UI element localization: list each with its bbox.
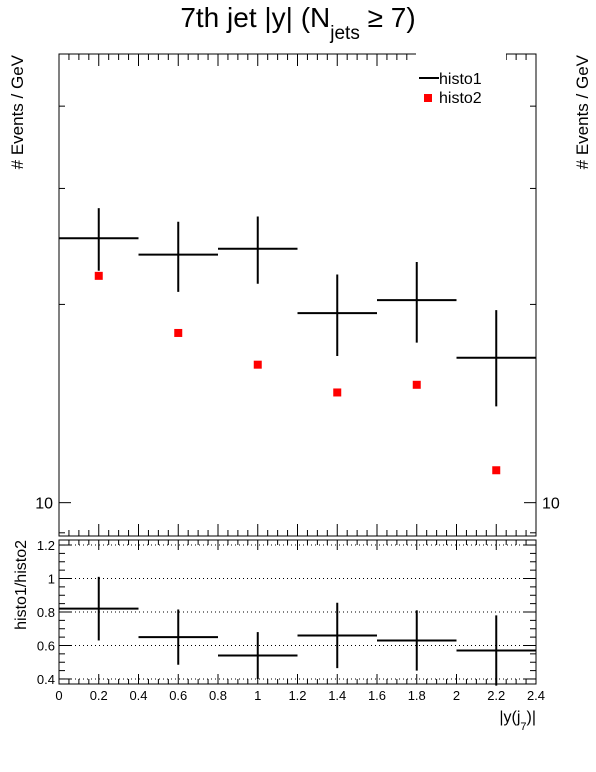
histo2-marker — [492, 466, 501, 475]
legend-histo2-marker — [424, 94, 432, 102]
ratio-x-tick-label: 1 — [254, 688, 261, 703]
ratio-x-tick-label: 1.8 — [408, 688, 426, 703]
histo2-marker — [253, 360, 262, 369]
ratio-x-tick-label: 2.4 — [527, 688, 545, 703]
chart-title-tail: ≥ 7) — [360, 2, 416, 33]
top-y-axis-label-left: # Events / GeV — [8, 54, 27, 169]
main-plot-frame — [58, 53, 537, 537]
bottom-y-axis-label: histo1/histo2 — [13, 540, 30, 630]
main-y-tick-label: 10 — [542, 496, 560, 513]
ratio-x-tick-label: 2 — [453, 688, 460, 703]
chart-title: 7th jet |y| (Njets ≥ 7) — [180, 2, 415, 44]
ratio-plot-frame — [58, 539, 537, 685]
ratio-point — [456, 615, 536, 686]
ratio-x-tick-label: 0.6 — [169, 688, 187, 703]
main-panel: 10 10 histo1 histo2 — [35, 50, 560, 537]
x-axis-label-tail: )| — [527, 709, 536, 726]
x-axis-label: |y(j7)| — [499, 709, 536, 733]
main-y-tick-label: 10 — [35, 496, 53, 513]
ratio-x-tick-label: 1.2 — [288, 688, 306, 703]
ratio-point — [59, 576, 139, 641]
ratio-x-tick-label: 0.2 — [90, 688, 108, 703]
ratio-x-tick-label: 2.2 — [487, 688, 505, 703]
ratio-y-tick-label: 0.8 — [37, 605, 55, 620]
ratio-x-tick-label: 0 — [55, 688, 62, 703]
ratio-y-tick-label: 1.2 — [37, 538, 55, 553]
ratio-panel: 0.4 0.6 0.8 1 1.2 0 0.2 0.4 0.6 0.8 1 1.2 1.4 1.6 1.8 2… — [37, 538, 545, 703]
histo1-point — [456, 310, 536, 407]
x-axis-label-sub: 7 — [520, 721, 526, 733]
ratio-point — [297, 602, 377, 669]
histo1-point — [138, 221, 218, 292]
ratio-x-tick-label: 0.4 — [129, 688, 147, 703]
histo1-point — [377, 261, 457, 343]
ratio-x-tick-label: 0.8 — [209, 688, 227, 703]
ratio-x-tick-label: 1.4 — [328, 688, 346, 703]
ratio-x-tick-label: 1.6 — [368, 688, 386, 703]
chart-title-main: 7th jet |y| (N — [180, 2, 330, 33]
histo2-marker — [333, 388, 342, 397]
histo2-marker — [412, 380, 421, 389]
top-y-axis-label-right: # Events / GeV — [573, 54, 592, 169]
ratio-y-tick-label: 0.6 — [37, 638, 55, 653]
x-axis-label-main: |y(j — [499, 709, 520, 726]
chart-title-sub: jets — [329, 23, 360, 44]
legend-histo2-label: histo2 — [439, 90, 482, 107]
ratio-y-tick-label: 1 — [48, 572, 55, 587]
ratio-y-tick-label: 0.4 — [37, 672, 55, 687]
ratio-point — [218, 632, 298, 679]
histo1-point — [218, 216, 298, 284]
legend-histo1-label: histo1 — [439, 71, 482, 88]
ratio-point — [377, 610, 457, 671]
histo2-marker — [174, 328, 183, 337]
histo1-point — [297, 274, 377, 356]
histo1-point — [59, 208, 139, 271]
legend: histo1 histo2 — [416, 50, 506, 110]
histo2-marker — [94, 271, 103, 280]
ratio-point — [138, 609, 218, 665]
